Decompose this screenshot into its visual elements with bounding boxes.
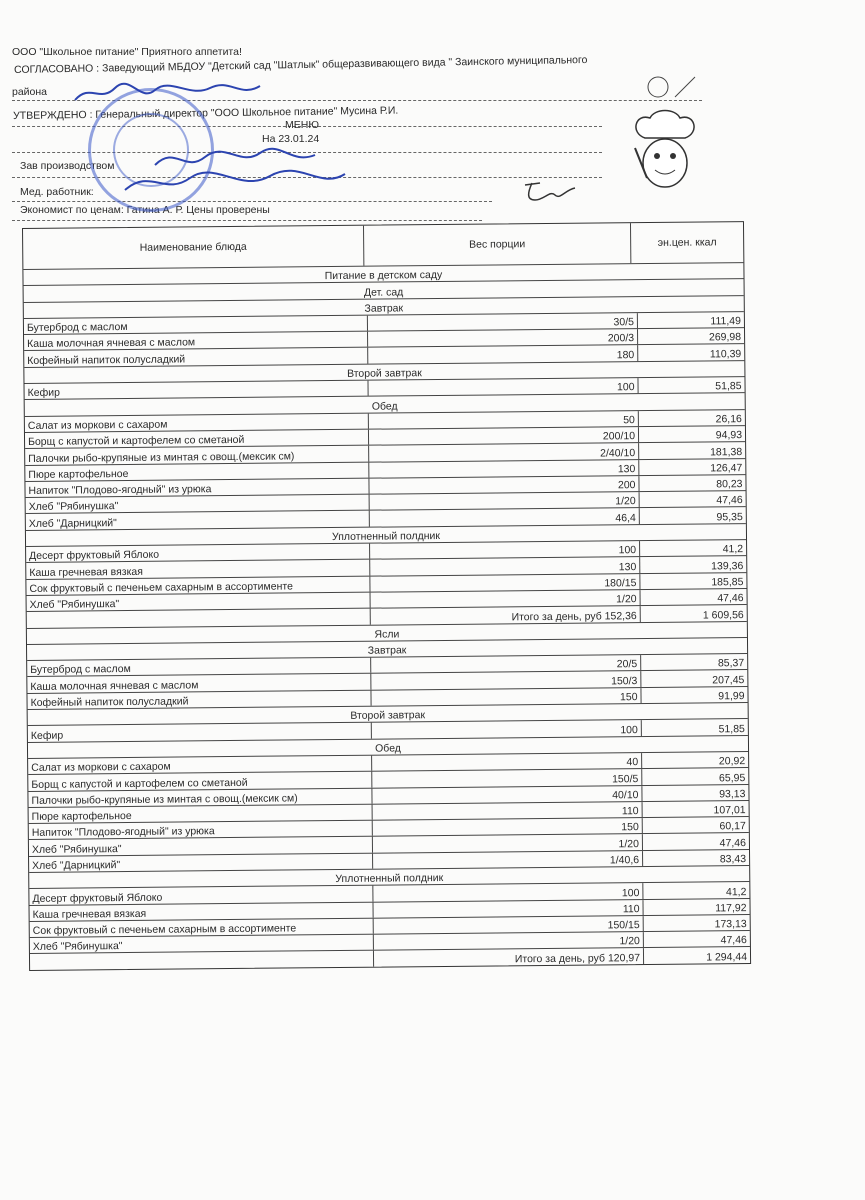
kcal-value: 91,99 xyxy=(718,690,745,703)
kcal-value: 20,92 xyxy=(718,755,746,768)
menu-table: Наименование блюда Вес порции эн.цен. кк… xyxy=(22,221,752,971)
kcal-value: 47,46 xyxy=(717,592,744,605)
kcal-value: 93,13 xyxy=(719,787,746,801)
kcal-value: 111,49 xyxy=(710,315,741,328)
portion-weight: 130 xyxy=(370,557,641,576)
total-kcal: 1 294,44 xyxy=(706,950,748,964)
column-dish-name: Наименование блюда xyxy=(23,225,365,269)
portion-weight: 20/5 xyxy=(371,655,642,674)
kcal-value: 117,92 xyxy=(715,901,747,915)
portion-weight: 100 xyxy=(368,378,639,397)
kcal-value: 41,2 xyxy=(722,543,744,556)
kcal-value: 26,16 xyxy=(715,413,742,426)
total-blank xyxy=(29,951,375,970)
portion-weight: 2/40/10 xyxy=(369,443,640,462)
kcal-value: 95,35 xyxy=(716,510,743,524)
portion-weight: 150/15 xyxy=(373,915,644,934)
portion-weight: 30/5 xyxy=(367,312,638,331)
signature-economist xyxy=(524,182,576,201)
kcal-value: 85,37 xyxy=(717,657,745,670)
portion-weight: 1/20 xyxy=(372,834,643,853)
portion-weight: 100 xyxy=(370,541,641,560)
signature-production xyxy=(154,147,316,166)
kcal-value: 269,98 xyxy=(708,331,742,344)
kcal-value: 185,85 xyxy=(711,576,744,589)
portion-weight: 150/3 xyxy=(371,671,642,690)
kcal-value: 51,85 xyxy=(718,722,745,735)
kcal-value: 173,13 xyxy=(714,918,747,931)
menu-title: МЕНЮ xyxy=(285,119,319,131)
chef-logo xyxy=(634,109,695,188)
kcal-value: 207,45 xyxy=(712,673,745,687)
portion-weight: 1/20 xyxy=(373,932,644,951)
portion-weight: 200/10 xyxy=(368,427,640,445)
kcal-value: 65,95 xyxy=(718,771,746,784)
total-kcal: 1 609,56 xyxy=(702,608,744,622)
table-header-row: Наименование блюда Вес порции эн.цен. кк… xyxy=(23,222,743,269)
portion-weight: 150/5 xyxy=(372,769,643,788)
menu-date: На 23.01.24 xyxy=(262,133,320,145)
portion-weight: 200/3 xyxy=(368,329,639,348)
column-portion-weight: Вес порции xyxy=(363,223,632,266)
kcal-value: 139,36 xyxy=(711,559,744,573)
kcal-value: 47,46 xyxy=(716,494,743,507)
portion-weight: 100 xyxy=(371,720,642,739)
kcal-value: 126,47 xyxy=(710,461,743,475)
kcal-value: 47,46 xyxy=(720,934,747,947)
kcal-value: 41,2 xyxy=(725,885,747,898)
portion-weight: 1/20 xyxy=(370,590,641,608)
column-kcal: эн.цен. ккал xyxy=(657,236,717,249)
portion-weight: 40 xyxy=(372,752,643,771)
kcal-value: 107,01 xyxy=(713,804,746,817)
portion-weight: 180/15 xyxy=(370,573,641,592)
agreed-line-2: района xyxy=(12,86,48,98)
medic-label: Мед. работник: xyxy=(20,186,94,198)
portion-weight: 110 xyxy=(372,801,643,820)
portion-weight: 50 xyxy=(368,410,639,429)
total-label: Итого за день, руб 120,97 xyxy=(373,948,645,967)
company-line: ООО "Школьное питание" Приятного аппетит… xyxy=(12,46,242,58)
portion-weight: 100 xyxy=(373,883,644,902)
initials-mark xyxy=(647,76,696,98)
round-stamp xyxy=(88,88,214,212)
portion-weight: 180 xyxy=(368,345,639,364)
portion-weight: 150 xyxy=(372,818,643,837)
portion-weight: 130 xyxy=(369,459,640,478)
kcal-value: 181,38 xyxy=(709,445,743,458)
portion-weight: 110 xyxy=(373,899,644,918)
kcal-value: 94,93 xyxy=(715,429,743,442)
kcal-value: 51,85 xyxy=(715,380,742,393)
kcal-value: 47,46 xyxy=(719,836,746,850)
signature-medic xyxy=(124,169,346,191)
portion-weight: 200 xyxy=(369,475,640,494)
portion-weight: 1/40,6 xyxy=(373,850,644,869)
signature-agreed xyxy=(74,82,261,101)
kcal-value: 60,17 xyxy=(719,820,746,833)
kcal-value: 83,43 xyxy=(719,853,747,866)
portion-weight: 46,4 xyxy=(369,508,640,527)
portion-weight: 1/20 xyxy=(369,492,640,511)
kcal-value: 110,39 xyxy=(709,347,742,361)
portion-weight: 150 xyxy=(371,687,642,706)
total-label: Итого за день, руб 152,36 xyxy=(370,606,641,625)
kcal-value: 80,23 xyxy=(716,478,743,491)
portion-weight: 40/10 xyxy=(372,785,643,804)
